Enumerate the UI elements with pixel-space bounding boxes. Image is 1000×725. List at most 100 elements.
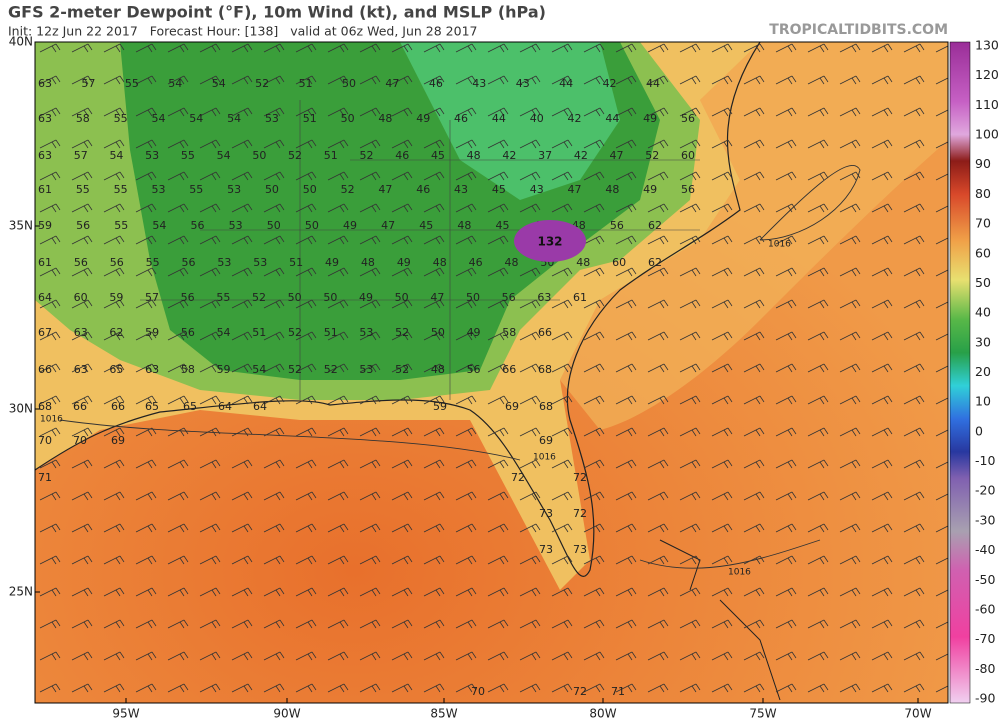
colorbar-tick: 20 <box>975 364 991 379</box>
dewpoint-label: 48 <box>433 256 447 269</box>
dewpoint-label: 42 <box>603 77 617 90</box>
dewpoint-label: 55 <box>76 183 90 196</box>
dewpoint-label: 45 <box>431 149 445 162</box>
dewpoint-label: 54 <box>109 149 123 162</box>
dewpoint-label: 61 <box>573 291 587 304</box>
dewpoint-label: 48 <box>605 183 619 196</box>
dewpoint-label: 47 <box>378 183 392 196</box>
dewpoint-label: 55 <box>189 183 203 196</box>
dewpoint-label: 57 <box>81 77 95 90</box>
colorbar-tick: 0 <box>975 423 983 438</box>
dewpoint-label: 44 <box>492 112 506 125</box>
dewpoint-label: 51 <box>299 77 313 90</box>
dewpoint-label: 70 <box>73 434 87 447</box>
dewpoint-label: 45 <box>419 219 433 232</box>
dewpoint-label: 55 <box>114 183 128 196</box>
dewpoint-label: 53 <box>151 183 165 196</box>
dewpoint-label: 43 <box>472 77 486 90</box>
dewpoint-label: 63 <box>38 149 52 162</box>
dewpoint-label: 65 <box>145 400 159 413</box>
dewpoint-label: 50 <box>342 77 356 90</box>
dewpoint-label: 62 <box>109 326 123 339</box>
dewpoint-label: 70 <box>471 685 485 698</box>
colorbar-tick: -70 <box>975 631 995 646</box>
dewpoint-label: 49 <box>643 112 657 125</box>
dewpoint-label: 52 <box>255 77 269 90</box>
dewpoint-label: 48 <box>457 219 471 232</box>
dewpoint-label: 61 <box>38 183 52 196</box>
dewpoint-label: 63 <box>38 112 52 125</box>
dewpoint-label: 67 <box>38 326 52 339</box>
dewpoint-label: 63 <box>74 363 88 376</box>
dewpoint-label: 64 <box>218 400 232 413</box>
dewpoint-label: 43 <box>516 77 530 90</box>
lon-label: 85W <box>430 707 457 721</box>
dewpoint-label: 59 <box>433 400 447 413</box>
brand: TROPICALTIDBITS.COM <box>769 22 948 38</box>
dewpoint-label: 54 <box>252 363 266 376</box>
dewpoint-label: 49 <box>325 256 339 269</box>
dewpoint-label: 52 <box>645 149 659 162</box>
dewpoint-label: 65 <box>183 400 197 413</box>
dewpoint-label: 48 <box>361 256 375 269</box>
dewpoint-label: 47 <box>381 219 395 232</box>
colorbar-tick: 40 <box>975 305 991 320</box>
dewpoint-label: 60 <box>74 291 88 304</box>
dewpoint-label: 72 <box>573 685 587 698</box>
colorbar-tick: -10 <box>975 453 995 468</box>
dewpoint-label: 51 <box>324 326 338 339</box>
dewpoint-label: 47 <box>568 183 582 196</box>
dewpoint-label: 52 <box>395 326 409 339</box>
dewpoint-label: 54 <box>151 112 165 125</box>
dewpoint-label: 56 <box>681 112 695 125</box>
dewpoint-label: 49 <box>416 112 430 125</box>
dewpoint-label: 50 <box>323 291 337 304</box>
dewpoint-label: 55 <box>146 256 160 269</box>
dewpoint-label: 53 <box>145 149 159 162</box>
highlight-label: 132 <box>537 235 562 249</box>
dewpoint-label: 56 <box>110 256 124 269</box>
dewpoint-label: 59 <box>145 326 159 339</box>
dewpoint-label: 68 <box>538 363 552 376</box>
dewpoint-label: 68 <box>539 400 553 413</box>
dewpoint-label: 73 <box>539 543 553 556</box>
dewpoint-label: 73 <box>539 507 553 520</box>
dewpoint-label: 51 <box>324 149 338 162</box>
dewpoint-label: 59 <box>38 219 52 232</box>
dewpoint-label: 72 <box>573 471 587 484</box>
colorbar-tick: 130 <box>975 38 999 53</box>
dewpoint-label: 50 <box>395 291 409 304</box>
dewpoint-label: 69 <box>539 434 553 447</box>
dewpoint-label: 42 <box>502 149 516 162</box>
dewpoint-label: 49 <box>467 326 481 339</box>
dewpoint-label: 50 <box>431 326 445 339</box>
dewpoint-label: 52 <box>288 363 302 376</box>
colorbar-tick: 80 <box>975 186 991 201</box>
dewpoint-label: 60 <box>681 149 695 162</box>
dewpoint-label: 66 <box>111 400 125 413</box>
colorbar-tick: 10 <box>975 394 991 409</box>
dewpoint-label: 51 <box>252 326 266 339</box>
dewpoint-label: 62 <box>648 256 662 269</box>
dewpoint-label: 50 <box>303 183 317 196</box>
dewpoint-label: 56 <box>610 219 624 232</box>
map-frame <box>34 41 949 704</box>
dewpoint-label: 54 <box>212 77 226 90</box>
dewpoint-label: 43 <box>454 183 468 196</box>
dewpoint-label: 53 <box>265 112 279 125</box>
colorbar-tick: 100 <box>975 127 999 142</box>
colorbar-tick: -60 <box>975 601 995 616</box>
dewpoint-label: 58 <box>181 363 195 376</box>
dewpoint-label: 58 <box>502 326 516 339</box>
dewpoint-label: 44 <box>646 77 660 90</box>
dewpoint-label: 48 <box>431 363 445 376</box>
colorbar-tick: 60 <box>975 245 991 260</box>
dewpoint-label: 69 <box>111 434 125 447</box>
dewpoint-label: 46 <box>454 112 468 125</box>
wind-barbs <box>35 42 948 703</box>
colorbar-tick: -20 <box>975 483 995 498</box>
dewpoint-label: 49 <box>359 291 373 304</box>
dewpoint-label: 56 <box>181 326 195 339</box>
dewpoint-label: 66 <box>538 326 552 339</box>
dewpoint-label: 53 <box>359 326 373 339</box>
